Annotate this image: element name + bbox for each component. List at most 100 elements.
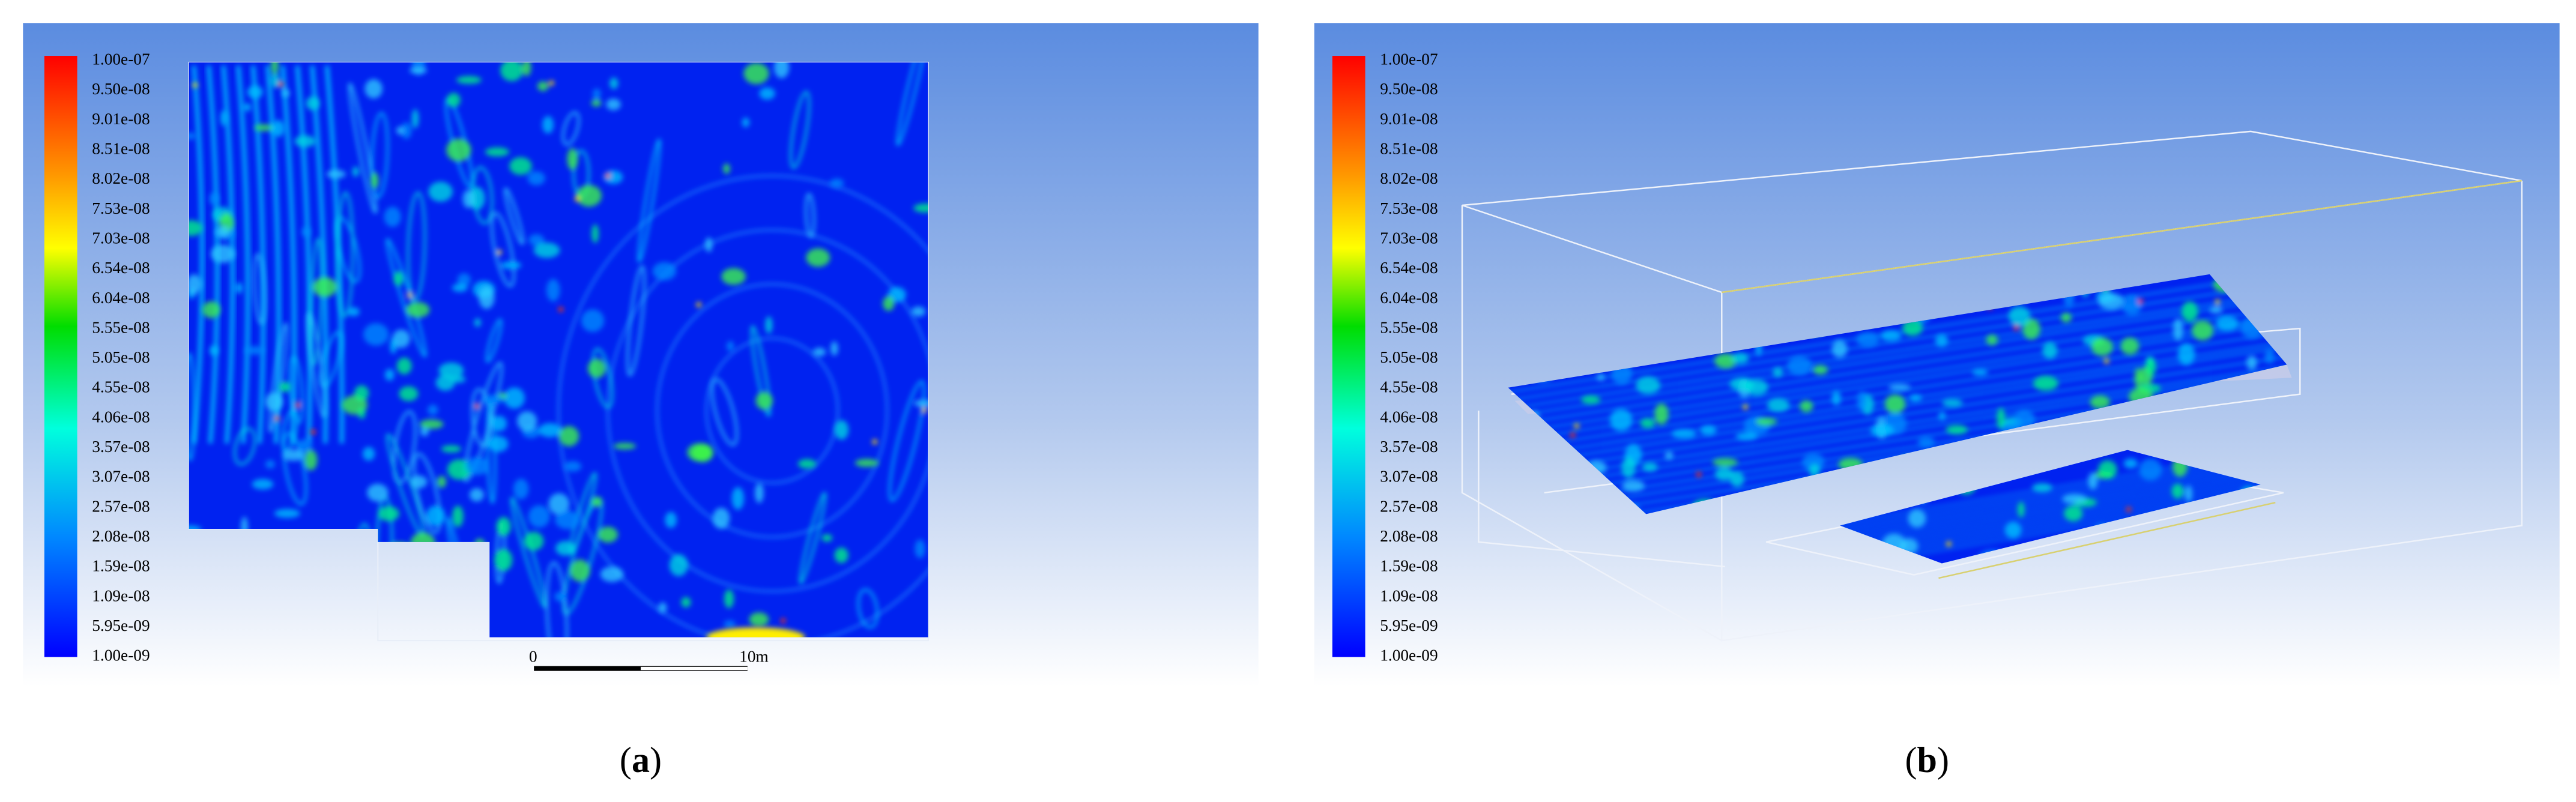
contour-blob <box>731 487 745 510</box>
contour-blob <box>1908 509 1926 528</box>
contour-blob <box>1654 403 1669 425</box>
contour-peak <box>497 250 502 255</box>
contour-ring <box>557 174 928 638</box>
contour-blob <box>665 511 677 528</box>
contour-peak <box>274 416 280 421</box>
contour-stripe <box>490 211 515 288</box>
colorbar-label: 2.57e-08 <box>1380 497 1438 515</box>
contour-blob <box>591 224 599 243</box>
contour-peak <box>605 173 611 178</box>
contour-blob <box>1640 418 1655 429</box>
contour-blob <box>1664 451 1673 460</box>
contour-blob <box>559 426 579 447</box>
contour-stripe <box>504 187 525 245</box>
contour-blob <box>252 478 274 490</box>
contour-blob <box>522 62 531 76</box>
contour-blob <box>304 450 318 471</box>
contour-peak <box>295 402 301 408</box>
contour-stripe <box>265 65 281 444</box>
contour-blob <box>509 157 532 175</box>
contour-blob <box>274 508 300 518</box>
contour-blob <box>211 244 235 263</box>
contour-blob <box>347 307 360 316</box>
colorbar-label: 3.07e-08 <box>92 468 150 486</box>
contour-blob <box>399 386 419 402</box>
contour-blob <box>1621 457 1636 478</box>
colorbar-label: 7.03e-08 <box>92 229 150 247</box>
contour-ring <box>705 337 839 484</box>
caption-part: ( <box>1905 740 1917 780</box>
contour-stripe <box>857 588 879 629</box>
contour-blob <box>435 375 455 391</box>
contour-blob <box>2122 295 2142 316</box>
contour-stripe <box>896 62 928 146</box>
contour-blob <box>1938 411 1946 421</box>
contour-peak <box>706 627 805 638</box>
contour-blob <box>2033 376 2058 391</box>
colorbar-label: 4.06e-08 <box>92 408 150 426</box>
contour-blob <box>474 318 481 327</box>
colorbar-label: 3.57e-08 <box>1380 438 1438 456</box>
contour-blob <box>669 554 688 576</box>
contour-blob <box>2134 367 2142 388</box>
colorbar-label: 5.55e-08 <box>1380 318 1438 336</box>
contour-blob <box>1732 352 1749 364</box>
contour-blob <box>243 103 252 112</box>
contour-blob <box>209 192 219 205</box>
contour-peak <box>279 82 284 87</box>
contour-blob <box>542 116 554 134</box>
colorbar-label: 5.95e-09 <box>1380 617 1438 635</box>
caption-part: ) <box>650 740 662 780</box>
contour-blob <box>721 268 746 285</box>
contour-blob <box>911 306 926 317</box>
contour-blob <box>452 505 464 527</box>
colorbar-label: 3.57e-08 <box>92 438 150 456</box>
contour-blob <box>437 475 447 488</box>
colorbar-label: 9.01e-08 <box>92 110 150 128</box>
contour-blob <box>765 316 773 334</box>
contour-stripe <box>1508 289 2287 412</box>
colorbar-label: 2.08e-08 <box>1380 527 1438 545</box>
contour-blob <box>812 348 826 357</box>
caption-part: a <box>632 740 650 780</box>
contour-blob <box>652 262 677 280</box>
contour-stripe <box>189 352 196 462</box>
colorbar-label: 8.51e-08 <box>92 139 150 157</box>
contour-stripe <box>545 561 569 638</box>
contour-blob <box>2042 342 2058 359</box>
contour-blob <box>517 411 537 432</box>
contour-blob <box>1857 391 1867 411</box>
contour-blob <box>883 296 895 311</box>
contour-peak <box>1696 472 1702 477</box>
contour-peak <box>575 196 580 202</box>
contour-blob <box>755 391 773 410</box>
contour-blob <box>1888 384 1911 391</box>
contour-peak <box>407 292 413 298</box>
contour-blob <box>447 92 461 107</box>
contour-blob <box>384 207 401 228</box>
contour-stripe <box>463 361 503 483</box>
contour-blob <box>485 147 510 157</box>
contour-blob <box>524 531 544 551</box>
contour-stripe <box>289 356 304 424</box>
contour-blob <box>1714 353 1737 369</box>
contour-blob <box>420 426 429 436</box>
contour-blob <box>528 234 545 246</box>
colorbar <box>44 56 77 657</box>
contour-blob <box>915 539 925 558</box>
contour-blob <box>609 77 618 89</box>
contour-blob <box>450 376 466 383</box>
contour-blob <box>1986 334 1998 346</box>
contour-blob <box>396 357 412 375</box>
contour-stripe <box>250 65 265 444</box>
contour-peak <box>1574 423 1579 429</box>
contour-blob <box>2173 318 2183 341</box>
contour-blob <box>2090 395 2110 409</box>
contour-blob <box>1755 417 1777 426</box>
contour-stripe <box>750 325 772 417</box>
contour-stripe <box>295 65 312 444</box>
colorbar-label: 7.03e-08 <box>1380 229 1438 247</box>
contour-blob <box>385 369 395 381</box>
contour-blob <box>500 62 524 82</box>
contour-stripe <box>888 380 926 502</box>
